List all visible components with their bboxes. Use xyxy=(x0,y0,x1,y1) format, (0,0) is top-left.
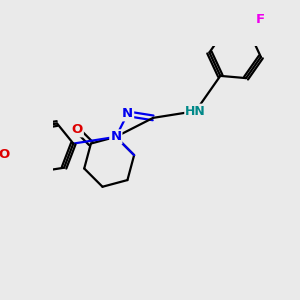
Text: N: N xyxy=(122,107,133,120)
Text: O: O xyxy=(72,123,83,136)
Text: F: F xyxy=(255,13,264,26)
Text: O: O xyxy=(0,148,10,161)
Text: HN: HN xyxy=(185,105,206,118)
Text: N: N xyxy=(110,130,122,143)
